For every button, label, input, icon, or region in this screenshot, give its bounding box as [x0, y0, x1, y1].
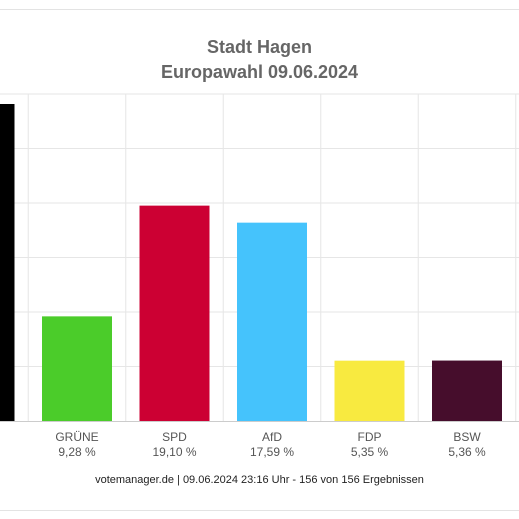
bar-bsw	[432, 360, 502, 421]
category-label-gr-ne: GRÜNE	[55, 430, 98, 444]
category-label-spd: SPD	[162, 430, 187, 444]
bar-fdp	[334, 360, 405, 421]
chart-frame	[0, 9, 519, 511]
value-label-afd: 17,59 %	[250, 445, 294, 459]
value-label-gr-ne: 9,28 %	[58, 445, 96, 459]
bar-spd	[139, 205, 210, 421]
category-label-afd: AfD	[262, 430, 282, 444]
bar-afd	[237, 222, 307, 421]
chart-footer: votemanager.de | 09.06.2024 23:16 Uhr - …	[95, 474, 424, 486]
chart-subtitle: Europawahl 09.06.2024	[160, 62, 359, 82]
value-label-fdp: 5,35 %	[351, 445, 389, 459]
chart-title: Stadt Hagen	[206, 37, 312, 57]
category-label-fdp: FDP	[358, 430, 382, 444]
value-label-bsw: 5,36 %	[448, 445, 486, 459]
category-label-bsw: BSW	[453, 430, 481, 444]
value-label-spd: 19,10 %	[152, 445, 196, 459]
bar-partial	[0, 104, 15, 421]
bar-gr-ne	[42, 316, 112, 421]
